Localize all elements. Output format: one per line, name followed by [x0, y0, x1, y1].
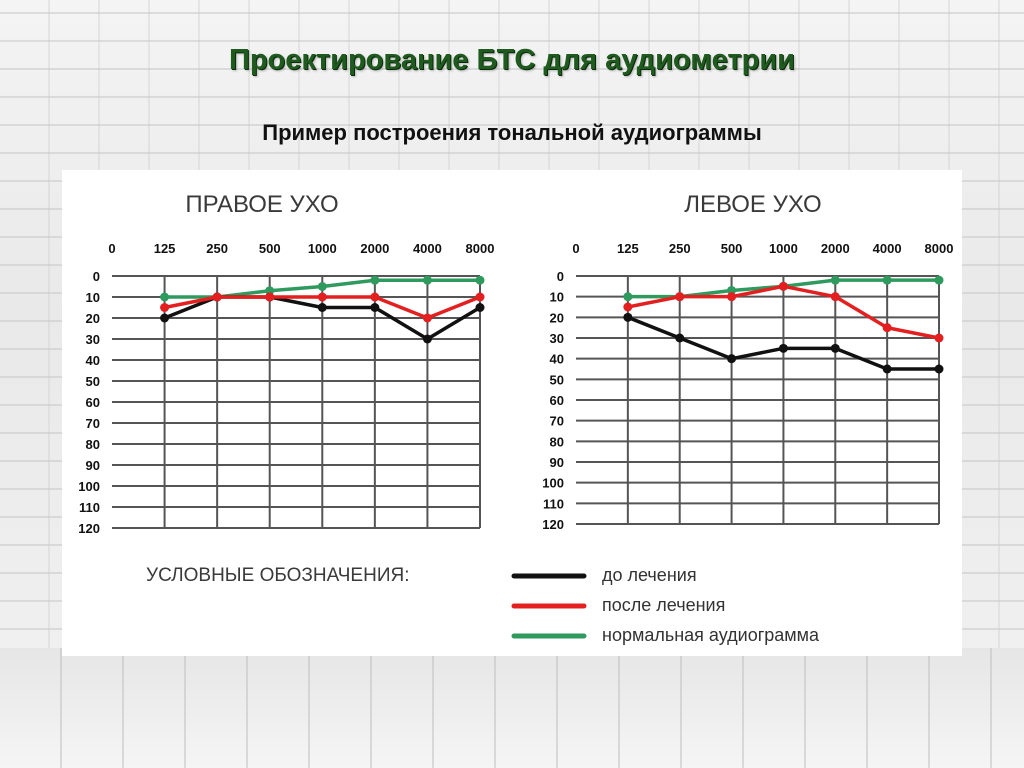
left-ear-series-before-point: [675, 333, 685, 343]
audiogram-panel: УСЛОВНЫЕ ОБОЗНАЧЕНИЯ: до лечения после л…: [62, 170, 962, 656]
left-ear-series-before-point: [882, 364, 892, 374]
left-ear-series-before-point: [934, 364, 944, 374]
background-floor: [0, 648, 1024, 768]
left-ear-title: ЛЕВОЕ УХО: [684, 191, 821, 218]
right-ear-y-tick-label: 70: [86, 416, 100, 431]
right-ear-series-before-point: [422, 334, 432, 344]
legend-title: УСЛОВНЫЕ ОБОЗНАЧЕНИЯ:: [146, 565, 410, 586]
right-ear-series-after-point: [370, 292, 380, 302]
left-ear-series-normal-point: [934, 275, 944, 285]
right-ear-x-tick-label: 4000: [413, 241, 442, 256]
left-ear-series-after-point: [727, 292, 737, 302]
right-ear-series-before-point: [317, 303, 327, 312]
left-ear-series-normal-point: [623, 292, 633, 302]
left-ear-series-after-point: [830, 292, 840, 302]
audiogram-charts: УСЛОВНЫЕ ОБОЗНАЧЕНИЯ: до лечения после л…: [78, 191, 953, 645]
right-ear-series-normal-point: [160, 292, 170, 302]
right-ear-y-tick-label: 30: [86, 332, 100, 347]
right-ear-y-tick-label: 50: [86, 374, 100, 389]
right-ear-audiogram: ПРАВОЕ УХО 0 125 250 500 1000 2000 4000 8000 0 10 2…: [78, 191, 494, 536]
right-ear-series-normal-point: [370, 275, 380, 285]
right-ear-y-tick-label: 0: [93, 269, 100, 284]
right-ear-series-normal-point: [422, 275, 432, 285]
left-ear-x-tick-label: 1000: [769, 241, 798, 256]
right-ear-series-before-point: [160, 313, 170, 323]
legend-label-after: после лечения: [602, 595, 725, 615]
left-ear-y-tick-label: 110: [543, 496, 564, 511]
slide-subtitle: Пример построения тональной аудиограммы: [262, 120, 762, 145]
left-ear-series-normal-point: [830, 275, 840, 285]
left-ear-y-tick-label: 80: [550, 434, 564, 449]
left-ear-y-tick-label: 90: [550, 455, 564, 470]
legend: УСЛОВНЫЕ ОБОЗНАЧЕНИЯ: до лечения после л…: [146, 565, 820, 645]
left-ear-series-before-point: [623, 312, 633, 322]
left-ear-series-before-point: [830, 343, 840, 353]
right-ear-x-tick-label: 1000: [308, 241, 337, 256]
right-ear-series-after-point: [317, 292, 327, 302]
left-ear-x-tick-label: 2000: [821, 241, 850, 256]
left-ear-grid: [576, 275, 940, 525]
right-ear-series-after-point: [160, 303, 170, 312]
right-ear-x-tick-label: 2000: [360, 241, 389, 256]
right-ear-y-tick-label: 80: [86, 437, 100, 452]
right-ear-y-tick-label: 60: [86, 395, 100, 410]
left-ear-y-tick-label: 70: [550, 414, 564, 429]
right-ear-x-tick-label: 250: [206, 241, 228, 256]
left-ear-series-before-point: [727, 354, 737, 364]
right-ear-series-after-point: [212, 292, 222, 302]
left-ear-series-after-point: [623, 302, 633, 312]
right-ear-y-tick-label: 110: [79, 500, 100, 515]
right-ear-y-tick-label: 10: [86, 290, 100, 305]
left-ear-series-before-point: [778, 343, 788, 353]
left-ear-y-tick-label: 30: [550, 331, 564, 346]
left-ear-series-after-point: [882, 323, 892, 333]
left-ear-series-after-point: [778, 281, 788, 291]
right-ear-series-normal-point: [317, 282, 327, 291]
right-ear-series-after-point: [422, 313, 432, 323]
right-ear-x-tick-label: 0: [108, 241, 115, 256]
left-ear-audiogram: ЛЕВОЕ УХО 0 125 250 500 1000 2000 4000 8000 0 10 20…: [542, 191, 953, 532]
right-ear-y-tick-label: 20: [86, 311, 100, 326]
right-ear-y-tick-label: 90: [86, 458, 100, 473]
right-ear-series-normal-point: [265, 286, 275, 296]
left-ear-x-tick-label: 125: [617, 241, 639, 256]
left-ear-y-tick-label: 60: [550, 393, 564, 408]
left-ear-x-tick-label: 0: [572, 241, 579, 256]
left-ear-x-tick-label: 250: [669, 241, 691, 256]
left-ear-x-tick-label: 500: [721, 241, 743, 256]
right-ear-x-tick-label: 8000: [466, 241, 495, 256]
legend-label-before: до лечения: [602, 565, 697, 585]
left-ear-y-tick-label: 0: [557, 269, 564, 284]
left-ear-x-tick-label: 4000: [873, 241, 902, 256]
right-ear-x-tick-label: 500: [259, 241, 281, 256]
left-ear-x-tick-label: 8000: [925, 241, 954, 256]
left-ear-y-tick-label: 40: [550, 352, 564, 367]
right-ear-series-before-point: [475, 303, 485, 312]
right-ear-title: ПРАВОЕ УХО: [185, 191, 338, 218]
left-ear-series-normal-point: [727, 285, 737, 295]
right-ear-grid: [112, 275, 481, 529]
right-ear-x-tick-label: 125: [154, 241, 176, 256]
left-ear-y-tick-label: 10: [550, 290, 564, 305]
left-ear-series-after-point: [675, 292, 685, 302]
right-ear-y-tick-label: 40: [86, 353, 100, 368]
right-ear-series-after-point: [475, 292, 485, 302]
right-ear-y-tick-label: 120: [78, 521, 100, 536]
left-ear-y-tick-label: 50: [550, 372, 564, 387]
slide-title: Проектирование БТС для аудиометрии: [229, 44, 795, 76]
legend-label-normal: нормальная аудиограмма: [602, 625, 820, 645]
right-ear-y-tick-label: 100: [78, 479, 100, 494]
left-ear-series-normal-point: [882, 275, 892, 285]
right-ear-series-normal-point: [475, 275, 485, 285]
left-ear-y-tick-label: 100: [542, 476, 564, 491]
right-ear-series-before-point: [370, 303, 380, 312]
left-ear-series-after-point: [934, 333, 944, 343]
left-ear-y-tick-label: 20: [550, 310, 564, 325]
right-ear-series-after-point: [265, 292, 275, 302]
left-ear-y-tick-label: 120: [542, 517, 564, 532]
